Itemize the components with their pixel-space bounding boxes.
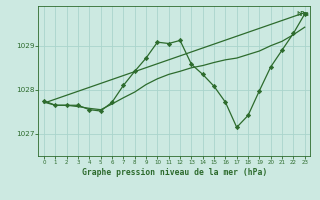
X-axis label: Graphe pression niveau de la mer (hPa): Graphe pression niveau de la mer (hPa) bbox=[82, 168, 267, 177]
Text: hPa: hPa bbox=[297, 11, 309, 17]
